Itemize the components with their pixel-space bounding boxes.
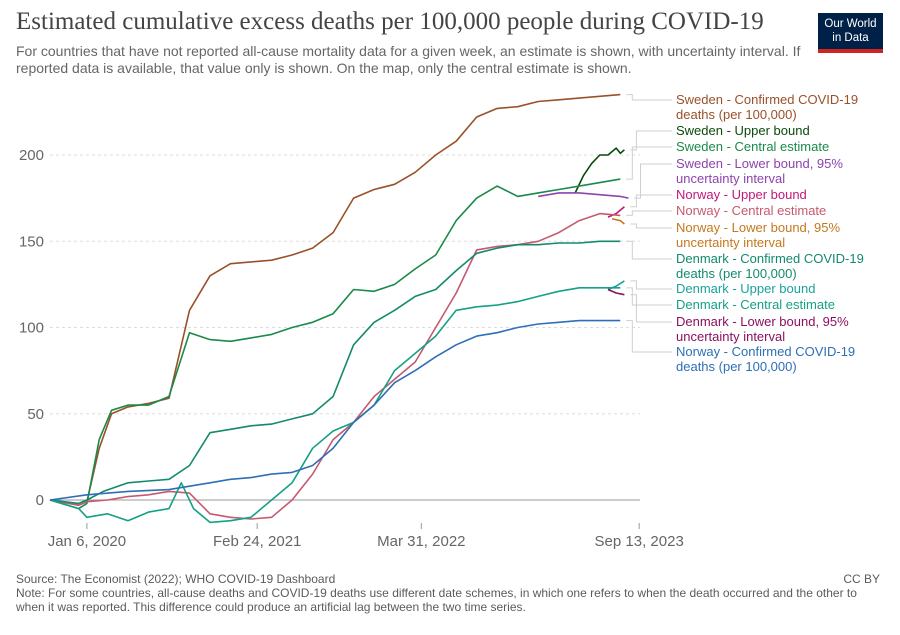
legend-label-line2[interactable]: uncertainty interval (676, 329, 785, 344)
legend-label[interactable]: Norway - Lower bound, 95% (676, 220, 840, 235)
owid-logo[interactable]: Our World in Data (818, 13, 883, 53)
y-tick-label: 100 (19, 320, 44, 337)
legend-label[interactable]: Norway - Central estimate (676, 203, 826, 218)
series-line-7[interactable] (49, 240, 621, 505)
y-tick-label: 0 (36, 492, 44, 509)
legend-connector (634, 163, 672, 199)
x-axis-ticks: Jan 6, 2020 Feb 24, 2021 Mar 31, 2022 Sep 1… (48, 523, 684, 550)
legend-label[interactable]: Denmark - Central estimate (676, 297, 835, 312)
legend-connector (626, 240, 672, 260)
legend-label[interactable]: Denmark - Upper bound (676, 281, 815, 296)
series-line-1[interactable] (574, 147, 625, 194)
x-tick-label: Feb 24, 2021 (213, 533, 301, 550)
legend-label[interactable]: Sweden - Upper bound (676, 123, 810, 138)
y-axis-ticks: 0 50 100 150 200 (19, 147, 44, 509)
legend-label[interactable]: Norway - Confirmed COVID-19 (676, 344, 855, 359)
legend-connector (630, 294, 672, 323)
legend-label-line2[interactable]: deaths (per 100,000) (676, 266, 797, 281)
legend-connector (630, 194, 672, 208)
series-line-5[interactable] (49, 212, 621, 520)
logo-line-2: in Data (832, 32, 869, 44)
x-tick-label: Sep 13, 2023 (595, 533, 684, 550)
source-note: Source: The Economist (2022); WHO COVID-… (16, 572, 336, 586)
legend-label[interactable]: Sweden - Central estimate (676, 139, 829, 154)
y-tick-label: 150 (19, 233, 44, 250)
legend-label-line2[interactable]: deaths (per 100,000) (676, 359, 797, 374)
series-lines (49, 93, 629, 524)
legend-label[interactable]: Denmark - Confirmed COVID-19 (676, 251, 864, 266)
legend-connector (626, 320, 672, 353)
legend-connector (626, 287, 672, 306)
legend-label[interactable]: Norway - Upper bound (676, 187, 807, 202)
legend-label-line2[interactable]: uncertainty interval (676, 171, 785, 186)
y-tick-label: 50 (27, 406, 44, 423)
x-tick-label: Jan 6, 2020 (48, 533, 126, 550)
legend-label[interactable]: Denmark - Lower bound, 95% (676, 314, 849, 329)
legend-label[interactable]: Sweden - Lower bound, 95% (676, 156, 843, 171)
chart-title: Estimated cumulative excess deaths per 1… (16, 8, 764, 35)
legend-label[interactable]: Sweden - Confirmed COVID-19 (676, 92, 858, 107)
series-line-2[interactable] (49, 178, 621, 510)
gridlines (50, 154, 640, 501)
legend-label-line2[interactable]: uncertainty interval (676, 235, 785, 250)
series-line-9[interactable] (49, 287, 621, 524)
footer: Source: The Economist (2022); WHO COVID-… (16, 572, 886, 614)
series-line-4[interactable] (607, 206, 625, 218)
legend-label-line2[interactable]: deaths (per 100,000) (676, 107, 797, 122)
legend-connector (626, 210, 672, 216)
series-line-6[interactable] (611, 218, 625, 225)
legend-connector (630, 130, 672, 151)
series-line-10[interactable] (607, 288, 625, 296)
logo-line-1: Our World (824, 18, 877, 30)
chart-subtitle: For countries that have not reported all… (16, 43, 801, 76)
legend-connector (626, 94, 672, 101)
series-line-3[interactable] (538, 192, 629, 199)
series-line-0[interactable] (49, 93, 621, 506)
series-line-11[interactable] (49, 319, 621, 501)
y-tick-label: 200 (19, 147, 44, 164)
legend-connector (630, 280, 672, 290)
method-note: Note: For some countries, all-cause deat… (16, 586, 857, 614)
license-link[interactable]: CC BY (843, 572, 880, 586)
x-tick-label: Mar 31, 2022 (377, 533, 465, 550)
legend-connector (630, 223, 672, 229)
legend-connector (626, 146, 672, 180)
